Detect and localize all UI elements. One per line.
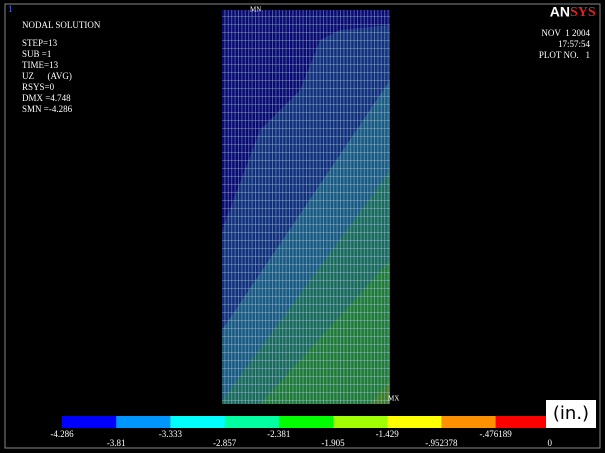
info-line: RSYS=0 (22, 82, 55, 92)
legend-band (62, 416, 117, 428)
time: 17:57:54 (558, 39, 591, 49)
info-line: DMX =4.748 (22, 93, 71, 103)
info-line: SUB =1 (22, 49, 51, 59)
legend-label: -.476189 (479, 429, 512, 439)
info-line: SMN =-4.286 (22, 104, 73, 114)
legend-band (333, 416, 388, 428)
max-marker: MX (388, 395, 399, 403)
min-marker: MN (250, 6, 261, 14)
plot-number: PLOT NO. 1 (539, 50, 590, 60)
date: NOV 1 2004 (541, 28, 590, 38)
logo-sys: SYS (570, 5, 596, 20)
info-line: UZ (AVG) (22, 71, 72, 81)
legend-band (224, 416, 280, 428)
window-number: 1 (8, 4, 13, 14)
result-title: NODAL SOLUTION (22, 20, 101, 30)
contour-mesh (222, 10, 390, 404)
legend-label: 0 (548, 438, 553, 448)
legend-label: -4.286 (50, 429, 74, 439)
legend-label: -3.81 (107, 438, 126, 448)
legend-band (170, 416, 226, 428)
info-line: STEP=13 (22, 38, 58, 48)
legend-band (387, 416, 442, 428)
legend-band (441, 416, 497, 428)
info-line: TIME=13 (22, 60, 59, 70)
legend: -4.286 -3.81 -3.333 -2.857 -2.381 -1.905 -1.42… (50, 416, 553, 448)
legend-band (278, 416, 334, 428)
legend-label: -1.905 (321, 438, 345, 448)
legend-band (495, 416, 551, 428)
legend-label: -3.333 (159, 429, 183, 439)
legend-label: -1.429 (376, 429, 400, 439)
legend-label: -.952378 (425, 438, 458, 448)
logo-an: AN (550, 4, 570, 20)
unit-label: (in.) (546, 400, 596, 428)
legend-label: -2.381 (267, 429, 290, 439)
legend-label: -2.857 (213, 438, 237, 448)
legend-band (116, 416, 171, 428)
frame (4, 3, 601, 449)
